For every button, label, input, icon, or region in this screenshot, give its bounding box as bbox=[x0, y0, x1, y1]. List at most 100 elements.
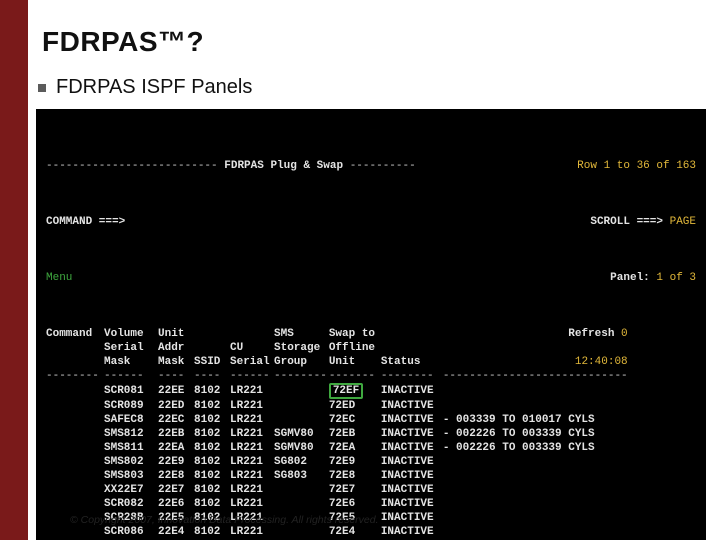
cell-volume: SCR086 bbox=[104, 525, 158, 539]
hdr-addr: Addr bbox=[158, 341, 194, 355]
refresh-value[interactable]: 0 bbox=[621, 328, 628, 340]
cell-volume: SMS802 bbox=[104, 455, 158, 469]
scroll-label: SCROLL ===> bbox=[590, 216, 663, 228]
cell-status: INACTIVE bbox=[381, 413, 443, 427]
table-row[interactable]: SCR08122EE8102LR221 72EFINACTIVE bbox=[46, 383, 630, 399]
cell-extra bbox=[443, 399, 630, 413]
table-row[interactable]: SCR08222E68102LR22172E6INACTIVE bbox=[46, 497, 630, 511]
menu-link[interactable]: Menu bbox=[46, 271, 72, 285]
hdr-cuserial: Serial bbox=[230, 355, 274, 369]
cell-volume: SMS812 bbox=[104, 427, 158, 441]
cell-unit: 22E7 bbox=[158, 483, 194, 497]
cell-unit: 22E6 bbox=[158, 497, 194, 511]
hdr-sms: SMS bbox=[274, 327, 329, 341]
cell-status: INACTIVE bbox=[381, 383, 443, 399]
cell-cmd bbox=[46, 413, 104, 427]
cell-sg: SGMV80 bbox=[274, 427, 329, 441]
cell-cu: LR221 bbox=[230, 455, 274, 469]
column-headers: Command Volume Unit SMS Swap to Refresh … bbox=[46, 327, 630, 540]
header-row-3: Mask Mask SSID Serial Group Unit Status … bbox=[46, 355, 630, 369]
table-row[interactable]: SCR08622E48102LR22172E4INACTIVE bbox=[46, 525, 630, 539]
hdr-mask: Mask bbox=[104, 355, 158, 369]
hdr-swunit: Unit bbox=[329, 355, 381, 369]
terminal-panel[interactable]: -------------------------- FDRPAS Plug &… bbox=[36, 109, 706, 540]
header-row-2: Serial Addr CU Storage Offline bbox=[46, 341, 630, 355]
cell-status: INACTIVE bbox=[381, 427, 443, 441]
header-row-1: Command Volume Unit SMS Swap to Refresh … bbox=[46, 327, 630, 341]
cell-cmd bbox=[46, 441, 104, 455]
hdr-swapto: Swap to bbox=[329, 327, 381, 341]
cell-cmd bbox=[46, 483, 104, 497]
cell-status: INACTIVE bbox=[381, 441, 443, 455]
command-prompt[interactable]: COMMAND ===> bbox=[46, 215, 125, 229]
cell-cu: LR221 bbox=[230, 483, 274, 497]
cell-sg bbox=[274, 483, 329, 497]
cell-ssid: 8102 bbox=[194, 441, 230, 455]
cell-volume: SCR081 bbox=[104, 383, 158, 399]
panel-label: Panel: bbox=[610, 272, 650, 284]
cell-sg: SGMV80 bbox=[274, 441, 329, 455]
cell-swap: 72E4 bbox=[329, 525, 381, 539]
copyright: © Copyright 2007, Innovation Data Proces… bbox=[70, 514, 379, 526]
row-info: Row 1 to 36 of 163 bbox=[577, 159, 696, 173]
cell-cu: LR221 bbox=[230, 383, 274, 399]
cell-cmd bbox=[46, 399, 104, 413]
cell-cu: LR221 bbox=[230, 525, 274, 539]
hdr-unit: Unit bbox=[158, 327, 194, 341]
hdr-offline: Offline bbox=[329, 341, 381, 355]
cell-unit: 22EA bbox=[158, 441, 194, 455]
dash-mid: ---------- bbox=[350, 160, 416, 172]
table-row[interactable]: SMS80322E88102LR221SG80372E8INACTIVE bbox=[46, 469, 630, 483]
bullet-icon bbox=[38, 84, 46, 92]
terminal-wrap: -- -- ** -------------------------- FDRP… bbox=[36, 109, 706, 540]
cell-volume: SCR089 bbox=[104, 399, 158, 413]
refresh-label: Refresh bbox=[568, 328, 614, 340]
cell-extra: - 003339 TO 010017 CYLS bbox=[443, 413, 630, 427]
cell-sg bbox=[274, 413, 329, 427]
cell-status: INACTIVE bbox=[381, 399, 443, 413]
cell-status: INACTIVE bbox=[381, 469, 443, 483]
cell-volume: SMS811 bbox=[104, 441, 158, 455]
cell-status: INACTIVE bbox=[381, 511, 443, 525]
slide: FDRPAS™? FDRPAS ISPF Panels -- -- ** ---… bbox=[0, 0, 720, 540]
table-row[interactable]: SMS80222E98102LR221SG80272E9INACTIVE bbox=[46, 455, 630, 469]
cell-swap: 72E8 bbox=[329, 469, 381, 483]
table-row[interactable]: SMS81122EA8102LR221SGMV8072EAINACTIVE- 0… bbox=[46, 441, 630, 455]
cell-swap: 72EF bbox=[329, 383, 381, 399]
cell-cu: LR221 bbox=[230, 427, 274, 441]
scroll-value[interactable]: PAGE bbox=[670, 216, 696, 228]
table-row[interactable]: SMS81222EB8102LR221SGMV8072EBINACTIVE- 0… bbox=[46, 427, 630, 441]
cell-cu: LR221 bbox=[230, 441, 274, 455]
cell-swap: 72EB bbox=[329, 427, 381, 441]
cell-unit: 22E4 bbox=[158, 525, 194, 539]
cell-unit: 22EE bbox=[158, 383, 194, 399]
cell-cu: LR221 bbox=[230, 399, 274, 413]
cell-cmd bbox=[46, 469, 104, 483]
cell-sg bbox=[274, 383, 329, 399]
table-row[interactable]: SCR08922ED8102LR22172EDINACTIVE bbox=[46, 399, 630, 413]
cell-status: INACTIVE bbox=[381, 483, 443, 497]
cell-ssid: 8102 bbox=[194, 483, 230, 497]
cell-extra bbox=[443, 497, 630, 511]
header-dash-row: -------- ------ ---- ---- ------ -------… bbox=[46, 369, 630, 383]
cell-extra bbox=[443, 483, 630, 497]
table-row[interactable]: XX22E722E78102LR22172E7INACTIVE bbox=[46, 483, 630, 497]
term-header-line-1: -------------------------- FDRPAS Plug &… bbox=[46, 159, 696, 173]
cell-unit: 22E9 bbox=[158, 455, 194, 469]
panel-title: FDRPAS Plug & Swap bbox=[224, 160, 343, 172]
cell-swap: 72E6 bbox=[329, 497, 381, 511]
cell-status: INACTIVE bbox=[381, 455, 443, 469]
cell-extra bbox=[443, 383, 630, 399]
dash-left: -------------------------- bbox=[46, 160, 218, 172]
cell-ssid: 8102 bbox=[194, 469, 230, 483]
cell-volume: XX22E7 bbox=[104, 483, 158, 497]
hdr-cu: CU bbox=[230, 341, 274, 355]
cell-cu: LR221 bbox=[230, 497, 274, 511]
table-row[interactable]: SAFEC822EC8102LR22172ECINACTIVE- 003339 … bbox=[46, 413, 630, 427]
hdr-command: Command bbox=[46, 327, 104, 341]
cell-cmd bbox=[46, 427, 104, 441]
term-menu-line: Menu Panel: 1 of 3 bbox=[46, 271, 696, 285]
cell-extra bbox=[443, 455, 630, 469]
cell-ssid: 8102 bbox=[194, 383, 230, 399]
hdr-umask: Mask bbox=[158, 355, 194, 369]
